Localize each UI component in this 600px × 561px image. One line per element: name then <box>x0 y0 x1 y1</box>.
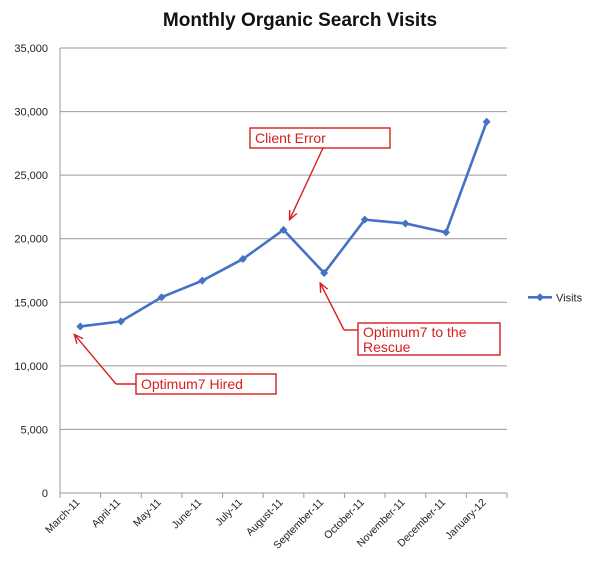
annotation-arrow <box>320 283 345 331</box>
annotation-arrow <box>290 147 324 220</box>
data-point <box>360 215 369 224</box>
data-point <box>116 317 125 326</box>
y-tick-label: 20,000 <box>14 234 48 246</box>
x-tick-label: March-11 <box>43 497 82 536</box>
legend-marker <box>536 293 544 302</box>
data-point <box>279 225 288 234</box>
x-tick-label: January-12 <box>443 497 489 543</box>
x-tick-label: August-11 <box>244 497 286 539</box>
y-tick-label: 15,000 <box>14 297 48 309</box>
y-tick-label: 0 <box>42 488 48 500</box>
chart-title: Monthly Organic Search Visits <box>162 10 438 31</box>
x-tick-label: April-11 <box>90 497 124 531</box>
annotation-box <box>357 322 501 356</box>
data-point <box>76 322 85 331</box>
y-tick-label: 35,000 <box>14 43 48 55</box>
annotation-box <box>249 127 391 149</box>
data-point <box>442 228 451 237</box>
legend-label: Visits <box>556 292 583 304</box>
data-point <box>401 219 410 228</box>
x-tick-label: June-11 <box>170 497 205 532</box>
x-tick-label: July-11 <box>213 497 245 529</box>
data-point <box>198 276 207 285</box>
data-point <box>157 293 166 302</box>
y-tick-label: 25,000 <box>14 170 48 182</box>
data-point <box>320 269 329 278</box>
annotation-text: Optimum7 to the <box>363 324 467 340</box>
x-tick-label: May-11 <box>131 497 164 530</box>
data-point <box>482 117 491 126</box>
annotation-text: Rescue <box>363 339 411 355</box>
annotation-arrow <box>74 334 117 385</box>
series-line-visits <box>80 121 488 328</box>
y-tick-label: 5,000 <box>20 424 48 436</box>
annotation-text: Client Error <box>255 130 326 146</box>
y-tick-label: 10,000 <box>14 361 48 373</box>
y-tick-label: 30,000 <box>14 107 48 119</box>
data-point <box>238 255 247 264</box>
annotation-text: Optimum7 Hired <box>141 376 243 392</box>
